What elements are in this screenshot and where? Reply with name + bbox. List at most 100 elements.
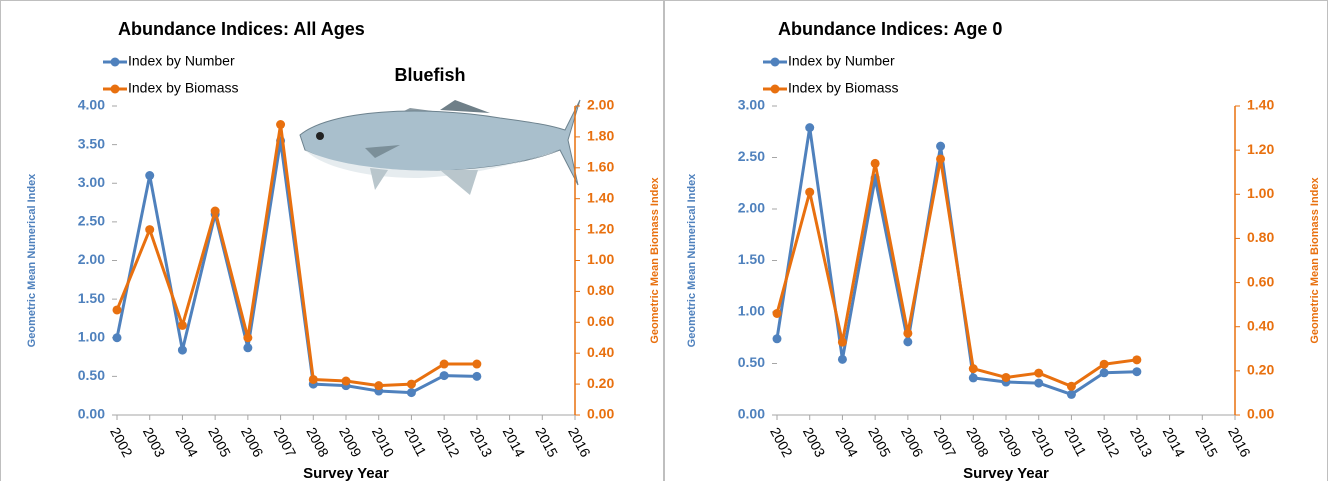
legend-marker	[771, 58, 780, 67]
data-point	[773, 334, 782, 343]
x-tick-label: 2005	[865, 425, 894, 460]
x-tick-label: 2016	[1225, 425, 1254, 460]
y-tick-label: 3.50	[78, 135, 105, 151]
y2-tick-label: 1.60	[587, 159, 614, 175]
x-tick-label: 2013	[467, 425, 496, 460]
y-tick-label: 4.00	[78, 97, 105, 113]
y2-tick-label: 0.00	[1247, 406, 1274, 422]
data-point	[178, 346, 187, 355]
x-tick-label: 2007	[931, 425, 960, 460]
legend-marker	[111, 58, 120, 67]
data-point	[805, 188, 814, 197]
data-point	[243, 343, 252, 352]
x-tick-label: 2004	[833, 425, 862, 460]
page: Abundance Indices: All AgesIndex by Numb…	[0, 0, 1328, 481]
x-tick-label: 2002	[767, 425, 796, 460]
data-point	[440, 360, 449, 369]
y-tick-label: 0.50	[78, 367, 105, 383]
y-tick-label: 1.50	[78, 290, 105, 306]
data-point	[936, 142, 945, 151]
y2-tick-label: 1.40	[1247, 97, 1274, 113]
x-tick-label: 2006	[238, 425, 267, 460]
x-tick-label: 2002	[107, 425, 136, 460]
data-point	[1034, 379, 1043, 388]
data-point	[1132, 355, 1141, 364]
data-point	[309, 375, 318, 384]
y-tick-label: 3.00	[78, 174, 105, 190]
data-point	[1132, 367, 1141, 376]
data-point	[407, 380, 416, 389]
fish-illustration	[300, 100, 580, 195]
data-point	[243, 333, 252, 342]
data-point	[903, 329, 912, 338]
y-tick-label: 2.00	[738, 200, 765, 216]
y2-tick-label: 0.80	[587, 282, 614, 298]
x-tick-label: 2014	[1160, 425, 1189, 460]
x-tick-label: 2003	[140, 425, 169, 460]
legend-label: Index by Biomass	[128, 80, 239, 96]
y-axis-title: Geometric Mean Numerical Index	[686, 173, 698, 347]
annotation: Bluefish	[394, 65, 465, 85]
data-point	[440, 371, 449, 380]
data-point	[1067, 390, 1076, 399]
y-tick-label: 3.00	[738, 97, 765, 113]
x-tick-label: 2008	[303, 425, 332, 460]
x-tick-label: 2010	[1029, 425, 1058, 460]
x-tick-label: 2010	[369, 425, 398, 460]
y2-tick-label: 0.40	[1247, 317, 1274, 333]
x-tick-label: 2014	[500, 425, 529, 460]
legend-marker	[111, 85, 120, 94]
x-tick-label: 2004	[173, 425, 202, 460]
data-point	[113, 333, 122, 342]
y2-tick-label: 0.20	[1247, 362, 1274, 378]
y2-tick-label: 1.20	[1247, 141, 1274, 157]
data-point	[1067, 382, 1076, 391]
y-tick-label: 0.50	[738, 354, 765, 370]
data-point	[871, 159, 880, 168]
y-tick-label: 2.50	[78, 213, 105, 229]
x-tick-label: 2013	[1127, 425, 1156, 460]
y-tick-label: 2.50	[738, 148, 765, 164]
data-point	[178, 321, 187, 330]
data-point	[969, 373, 978, 382]
chart-title: Abundance Indices: Age 0	[778, 19, 1002, 39]
y2-axis-title: Geometric Mean Biomass Index	[1309, 176, 1321, 343]
y2-tick-label: 1.40	[587, 189, 614, 205]
data-point	[1002, 373, 1011, 382]
y2-tick-label: 1.00	[1247, 185, 1274, 201]
x-tick-label: 2006	[898, 425, 927, 460]
y2-tick-label: 0.40	[587, 344, 614, 360]
y-tick-label: 0.00	[78, 406, 105, 422]
legend-label: Index by Biomass	[788, 80, 899, 96]
data-point	[1034, 369, 1043, 378]
y-axis-title: Geometric Mean Numerical Index	[26, 173, 38, 347]
x-axis-title: Survey Year	[963, 465, 1049, 481]
data-point	[1100, 360, 1109, 369]
data-point	[838, 355, 847, 364]
data-point	[145, 171, 154, 180]
data-point	[113, 305, 122, 314]
data-point	[805, 123, 814, 132]
x-tick-label: 2009	[336, 425, 365, 460]
data-point	[969, 364, 978, 373]
chart-title: Abundance Indices: All Ages	[118, 19, 365, 39]
x-tick-label: 2009	[996, 425, 1025, 460]
y2-tick-label: 0.00	[587, 406, 614, 422]
y2-tick-label: 1.20	[587, 220, 614, 236]
y-tick-label: 2.00	[78, 251, 105, 267]
x-axis-title: Survey Year	[303, 465, 389, 481]
y2-tick-label: 2.00	[587, 97, 614, 113]
x-tick-label: 2011	[402, 425, 430, 459]
y2-axis-title: Geometric Mean Biomass Index	[649, 176, 661, 343]
data-point	[936, 154, 945, 163]
x-tick-label: 2012	[1094, 425, 1123, 460]
x-tick-label: 2015	[1192, 425, 1221, 460]
x-tick-label: 2003	[800, 425, 829, 460]
y2-tick-label: 0.20	[587, 375, 614, 391]
data-point	[1100, 368, 1109, 377]
data-point	[838, 338, 847, 347]
x-tick-label: 2011	[1062, 425, 1090, 459]
y-tick-label: 1.00	[738, 303, 765, 319]
